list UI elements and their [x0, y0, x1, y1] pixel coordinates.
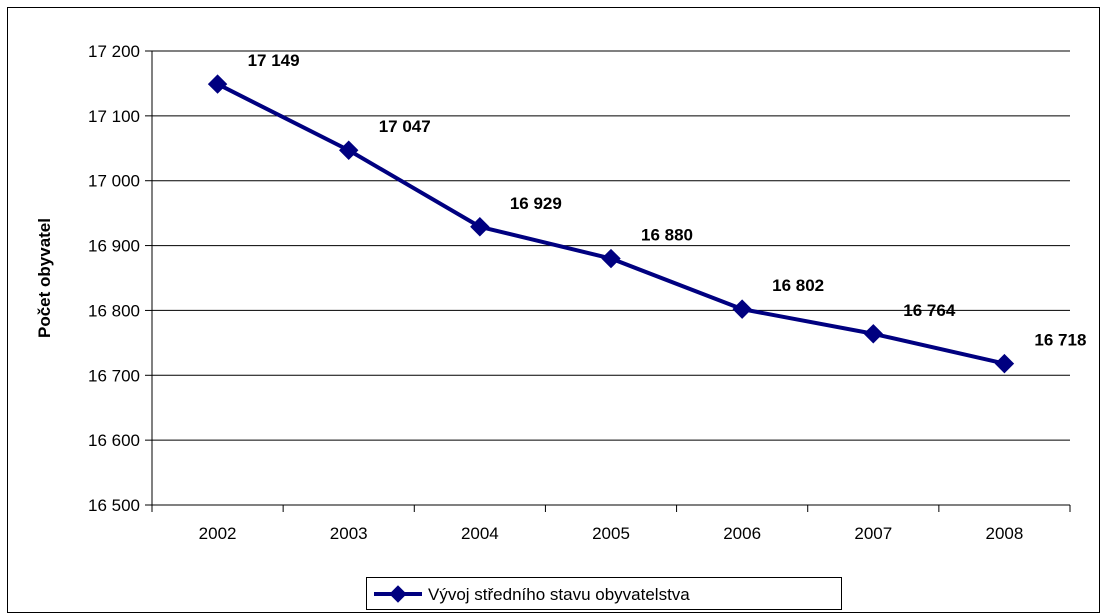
data-label: 17 047: [379, 117, 431, 136]
x-tick-label: 2005: [592, 524, 630, 543]
y-tick-label: 16 600: [88, 431, 140, 450]
data-label: 16 929: [510, 194, 562, 213]
data-label: 16 718: [1034, 331, 1086, 350]
y-tick-label: 17 100: [88, 107, 140, 126]
y-tick-label: 16 900: [88, 237, 140, 256]
data-point-marker: [470, 217, 490, 237]
data-label: 16 880: [641, 226, 693, 245]
data-label: 16 802: [772, 276, 824, 295]
data-point-marker: [732, 299, 752, 319]
x-tick-label: 2003: [330, 524, 368, 543]
legend-marker: [389, 585, 407, 603]
data-point-marker: [863, 324, 883, 344]
y-tick-label: 17 000: [88, 172, 140, 191]
x-tick-label: 2008: [986, 524, 1024, 543]
x-tick-label: 2006: [723, 524, 761, 543]
y-tick-label: 16 700: [88, 366, 140, 385]
y-axis-title: Počet obyvatel: [35, 218, 54, 338]
data-point-marker: [339, 140, 359, 160]
y-tick-label: 16 500: [88, 496, 140, 515]
data-point-marker: [601, 248, 621, 269]
legend-label: Vývoj středního stavu obyvatelstva: [428, 585, 690, 604]
x-tick-label: 2004: [461, 524, 499, 543]
data-label: 17 149: [248, 51, 300, 70]
data-label: 16 764: [903, 301, 956, 320]
y-tick-label: 17 200: [88, 42, 140, 61]
legend-box: [366, 577, 842, 610]
data-point-marker: [207, 74, 228, 94]
series-line: [216, 82, 1005, 366]
y-tick-label: 16 800: [88, 301, 140, 320]
x-tick-label: 2007: [854, 524, 892, 543]
x-tick-label: 2002: [199, 524, 237, 543]
data-point-marker: [994, 353, 1015, 374]
